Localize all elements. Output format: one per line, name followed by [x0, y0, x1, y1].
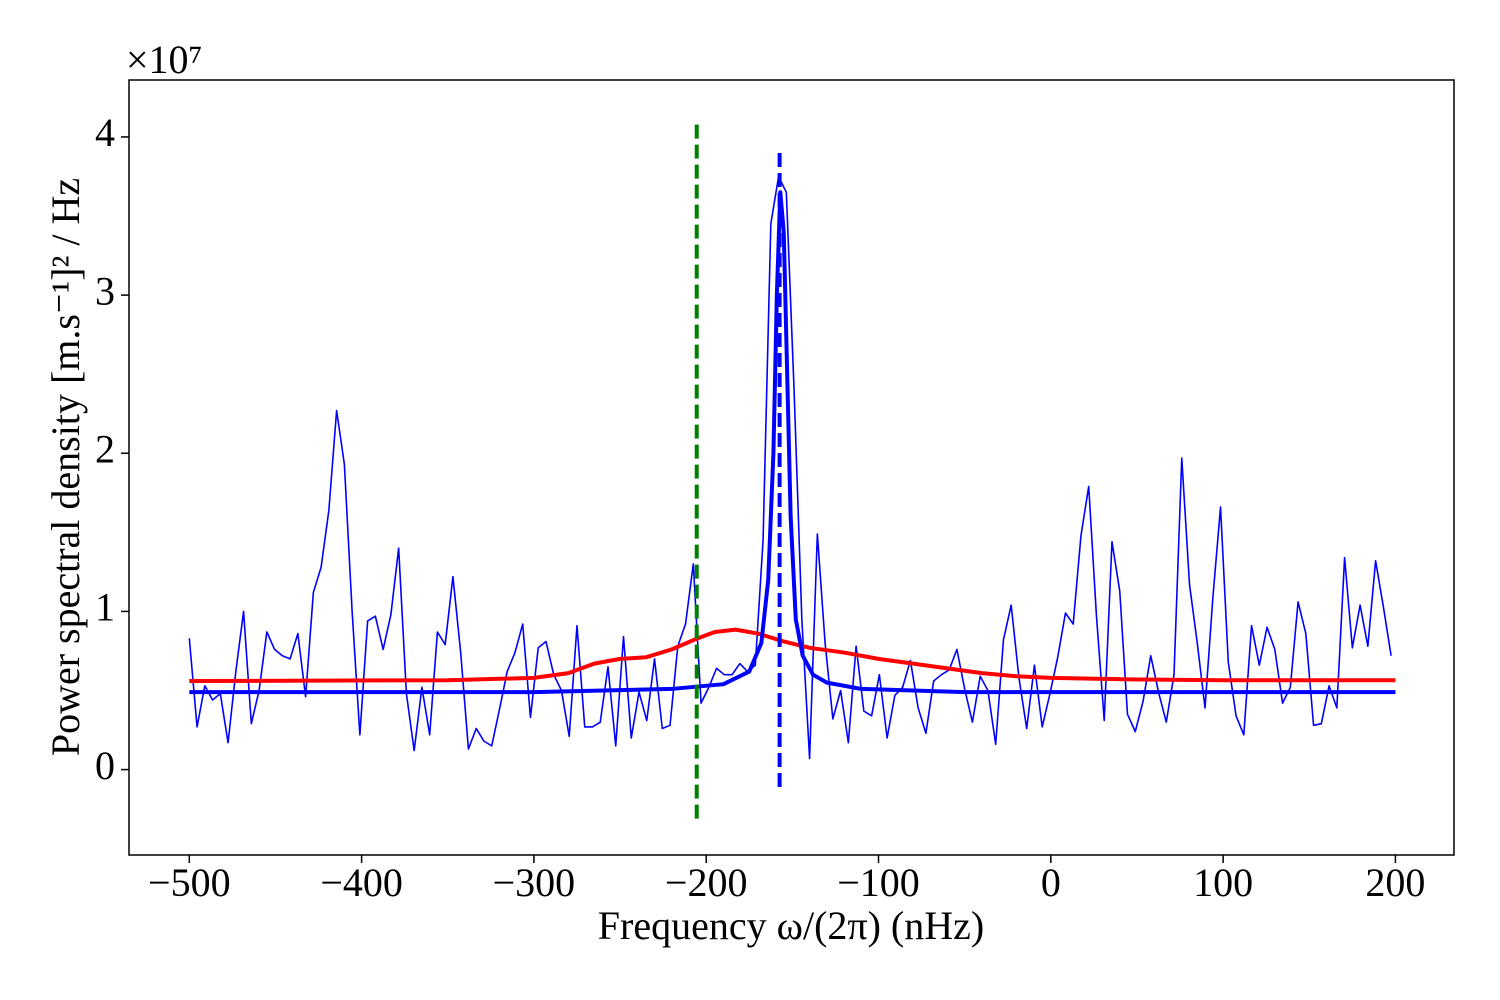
x-tick-label: −200 — [665, 860, 748, 905]
y-tick-label: 2 — [95, 426, 115, 471]
x-tick-label: 100 — [1193, 860, 1253, 905]
data-line — [188, 175, 1392, 760]
y-tick-label: 0 — [95, 743, 115, 788]
x-tick-label: −500 — [148, 860, 231, 905]
x-tick-label: −100 — [837, 860, 920, 905]
x-tick-label: −300 — [493, 860, 576, 905]
y-axis-label: Power spectral density [m.s⁻¹]² / Hz — [43, 178, 88, 756]
x-tick-label: 200 — [1365, 860, 1425, 905]
x-tick-label: 0 — [1041, 860, 1061, 905]
plot-frame — [128, 79, 1455, 856]
y-tick-label: 1 — [95, 585, 115, 630]
data-line — [189, 190, 1396, 695]
x-axis-label: Frequency ω/(2π) (nHz) — [598, 903, 984, 948]
x-tick-label: −400 — [320, 860, 403, 905]
offset-text: ×10⁷ — [126, 37, 203, 82]
y-tick-label: 3 — [95, 268, 115, 313]
data-line — [189, 627, 1396, 684]
y-tick-label: 4 — [95, 110, 115, 155]
